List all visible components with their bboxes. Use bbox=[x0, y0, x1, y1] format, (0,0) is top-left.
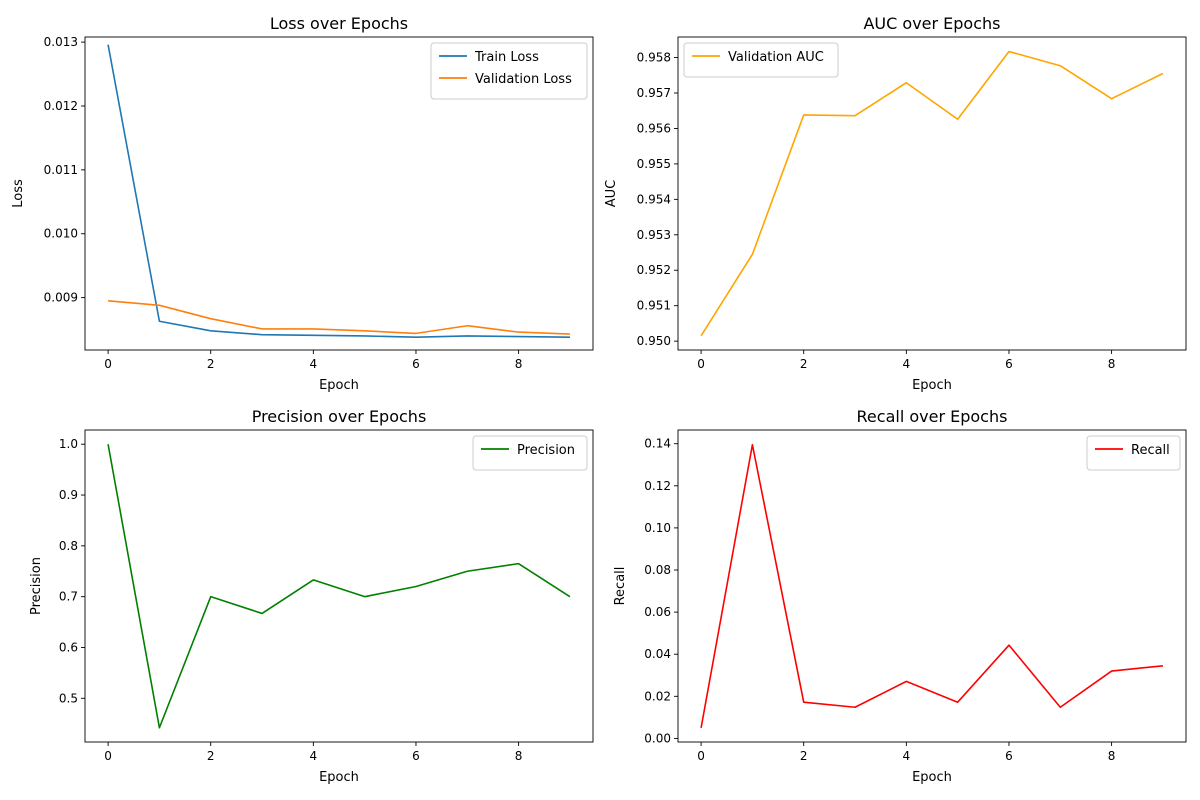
chart-panel-2: AUC over Epochs 0 2 4 6 8 0.950 0.951 0.952 0.953… bbox=[604, 14, 1187, 393]
x-tick-label: 8 bbox=[1108, 749, 1116, 763]
series-line-1 bbox=[107, 444, 571, 729]
legend-label: Validation AUC bbox=[728, 50, 824, 65]
y-tick-label: 0.8 bbox=[59, 539, 78, 553]
x-tick-label: 6 bbox=[412, 749, 420, 763]
y-tick-label: 0.010 bbox=[44, 227, 78, 241]
y-tick-label: 1.0 bbox=[59, 437, 78, 451]
x-tick-label: 4 bbox=[903, 357, 911, 371]
y-tick-label: 0.6 bbox=[59, 640, 78, 654]
y-tick-label: 0.958 bbox=[637, 51, 671, 65]
y-tick-label: 0.957 bbox=[637, 86, 671, 100]
series-line-1 bbox=[700, 443, 1163, 729]
y-axis-label: AUC bbox=[604, 180, 619, 208]
x-tick-label: 6 bbox=[1005, 749, 1013, 763]
x-tick-label: 8 bbox=[515, 357, 523, 371]
y-tick-label: 0.956 bbox=[637, 121, 671, 135]
y-tick-label: 0.952 bbox=[637, 263, 671, 277]
y-tick-label: 0.00 bbox=[644, 731, 671, 745]
x-tick-label: 2 bbox=[800, 357, 808, 371]
y-tick-label: 0.955 bbox=[637, 157, 671, 171]
y-tick-label: 0.954 bbox=[637, 192, 671, 206]
x-tick-label: 0 bbox=[104, 357, 112, 371]
x-tick-label: 8 bbox=[515, 749, 523, 763]
x-tick-label: 4 bbox=[310, 749, 318, 763]
y-tick-label: 0.951 bbox=[637, 299, 671, 313]
x-tick-label: 4 bbox=[903, 749, 911, 763]
x-axis-label: Epoch bbox=[319, 378, 359, 393]
plot-frame bbox=[677, 429, 1187, 743]
chart-panel-4: Recall over Epochs 0 2 4 6 8 0.00 0.02 0.04 0.06 0… bbox=[613, 407, 1187, 785]
legend-label: Validation Loss bbox=[475, 72, 572, 87]
x-tick-label: 0 bbox=[697, 357, 705, 371]
x-tick-label: 4 bbox=[310, 357, 318, 371]
y-tick-label: 0.950 bbox=[637, 334, 671, 348]
series-line-1 bbox=[700, 50, 1164, 337]
y-tick-label: 0.06 bbox=[644, 605, 671, 619]
chart-title: AUC over Epochs bbox=[863, 14, 1000, 33]
x-tick-label: 2 bbox=[207, 749, 215, 763]
y-axis-label: Recall bbox=[613, 567, 628, 606]
y-tick-label: 0.7 bbox=[59, 590, 78, 604]
y-tick-label: 0.12 bbox=[644, 479, 671, 493]
chart-title: Precision over Epochs bbox=[252, 407, 427, 426]
y-axis-label: Precision bbox=[29, 557, 44, 615]
plot-frame bbox=[677, 36, 1187, 351]
legend: Train Loss Validation Loss bbox=[430, 42, 588, 100]
x-axis-label: Epoch bbox=[912, 770, 952, 785]
y-tick-label: 0.14 bbox=[644, 437, 671, 451]
y-tick-label: 0.953 bbox=[637, 228, 671, 242]
x-tick-label: 2 bbox=[207, 357, 215, 371]
x-tick-label: 6 bbox=[1005, 357, 1013, 371]
y-tick-label: 0.02 bbox=[644, 689, 671, 703]
chart-panel-3: Precision over Epochs 0 2 4 6 8 0.5 0.6 0.7 0.8 0.… bbox=[29, 407, 594, 785]
legend-label: Precision bbox=[517, 443, 575, 458]
legend-box bbox=[683, 42, 839, 78]
legend: Precision bbox=[472, 435, 588, 471]
y-tick-label: 0.009 bbox=[44, 291, 78, 305]
y-tick-label: 0.013 bbox=[44, 35, 78, 49]
legend-box bbox=[1086, 435, 1181, 471]
legend-label: Recall bbox=[1131, 443, 1170, 458]
x-tick-label: 8 bbox=[1108, 357, 1116, 371]
y-tick-label: 0.08 bbox=[644, 563, 671, 577]
legend-box bbox=[430, 42, 588, 100]
chart-title: Recall over Epochs bbox=[857, 407, 1008, 426]
chart-panel-1: Loss over Epochs 0 2 4 6 8 0.009 0.010 0.011 0.01… bbox=[11, 14, 594, 393]
x-tick-label: 2 bbox=[800, 749, 808, 763]
series-line-1 bbox=[107, 44, 570, 339]
y-tick-label: 0.10 bbox=[644, 521, 671, 535]
series-line-2 bbox=[108, 300, 570, 335]
legend: Recall bbox=[1086, 435, 1181, 471]
plot-frame bbox=[84, 429, 594, 743]
legend-label: Train Loss bbox=[474, 50, 539, 65]
chart-title: Loss over Epochs bbox=[270, 14, 408, 33]
legend: Validation AUC bbox=[683, 42, 839, 78]
y-tick-label: 0.012 bbox=[44, 99, 78, 113]
x-tick-label: 0 bbox=[104, 749, 112, 763]
x-axis-label: Epoch bbox=[912, 378, 952, 393]
plot-frame bbox=[84, 36, 594, 351]
x-axis-label: Epoch bbox=[319, 770, 359, 785]
x-tick-label: 6 bbox=[412, 357, 420, 371]
y-tick-label: 0.011 bbox=[44, 163, 78, 177]
legend-box bbox=[472, 435, 588, 471]
y-tick-label: 0.9 bbox=[59, 488, 78, 502]
x-tick-label: 0 bbox=[697, 749, 705, 763]
y-axis-label: Loss bbox=[11, 179, 26, 208]
y-tick-label: 0.04 bbox=[644, 647, 671, 661]
y-tick-label: 0.5 bbox=[59, 691, 78, 705]
